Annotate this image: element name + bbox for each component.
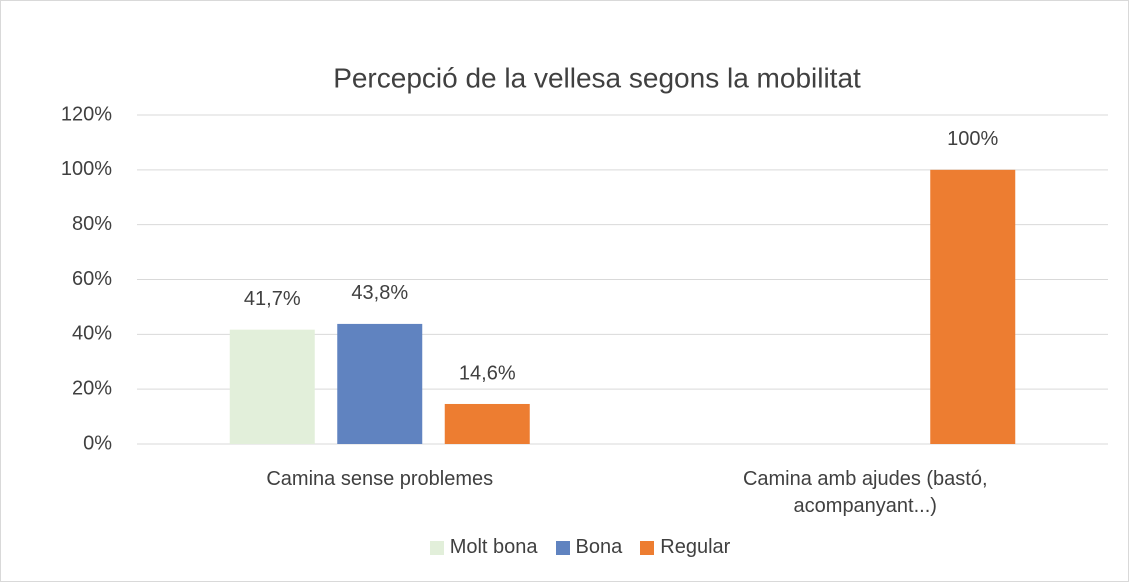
legend-swatch: [640, 540, 655, 555]
bar: [930, 169, 1016, 445]
legend-item: Bona: [555, 536, 623, 559]
data-label: 100%: [947, 128, 998, 150]
y-tick-label: 100%: [61, 158, 112, 180]
chart-title: Percepció de la vellesa segons la mobili…: [333, 62, 861, 93]
legend-swatch: [555, 540, 570, 555]
legend-item: Molt bona: [429, 536, 538, 559]
y-tick-label: 40%: [72, 323, 112, 345]
legend: Molt bona Bona Regular: [0, 536, 1129, 559]
x-tick-label: Camina amb ajudes (bastó, acompanyant...…: [742, 468, 988, 517]
legend-label: Regular: [660, 536, 731, 558]
legend-label: Bona: [575, 536, 623, 558]
y-tick-label: 20%: [72, 377, 112, 399]
y-tick-label: 80%: [72, 213, 112, 235]
legend-label: Molt bona: [449, 536, 538, 558]
data-label: 43,8%: [351, 282, 408, 304]
x-tick-label: Camina sense problemes: [266, 468, 494, 490]
bar: [337, 323, 423, 444]
y-tick-label: 60%: [72, 268, 112, 290]
legend-swatch: [429, 540, 444, 555]
y-tick-label: 0%: [83, 432, 112, 454]
bar: [229, 329, 315, 444]
data-label: 41,7%: [244, 288, 301, 310]
legend-item: Regular: [640, 536, 730, 559]
data-label: 14,6%: [459, 362, 516, 384]
bar: [444, 403, 530, 444]
y-tick-label: 120%: [61, 103, 112, 125]
